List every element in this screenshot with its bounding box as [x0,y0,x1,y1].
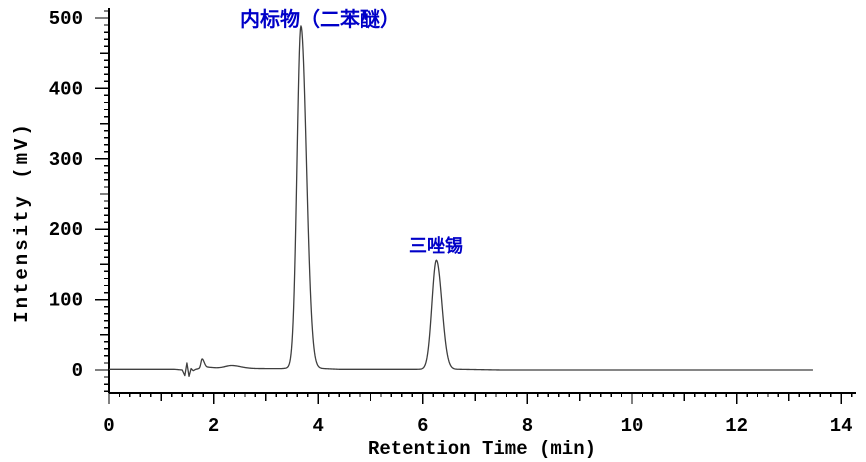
y-tick-label: 300 [49,149,83,171]
x-axis-title: Retention Time (min) [367,438,597,460]
axes [108,8,856,394]
x-tick-label: 6 [417,415,428,437]
tick-labels: 0 2 4 6 8 10 12 14 0 100 200 300 400 500 [49,8,853,437]
y-tick-label: 400 [49,78,83,100]
x-tick-label: 8 [522,415,533,437]
x-tick-label: 2 [208,415,219,437]
tick-marks [95,10,853,404]
y-tick-label: 100 [49,290,83,312]
chromatogram-trace [108,25,814,377]
x-tick-label: 0 [103,415,114,437]
peak-label-internal-standard: 内标物（二苯醚） [240,9,400,31]
y-tick-label: 0 [72,360,83,382]
y-tick-label: 500 [49,8,83,30]
x-tick-label: 4 [312,415,323,437]
y-tick-label: 200 [49,219,83,241]
x-tick-label: 10 [621,415,644,437]
peak-label-azocyclotin: 三唑锡 [409,236,463,256]
y-axis-title: Intensity (mV) [11,121,33,323]
x-tick-label: 12 [725,415,748,437]
x-tick-label: 14 [830,415,853,437]
